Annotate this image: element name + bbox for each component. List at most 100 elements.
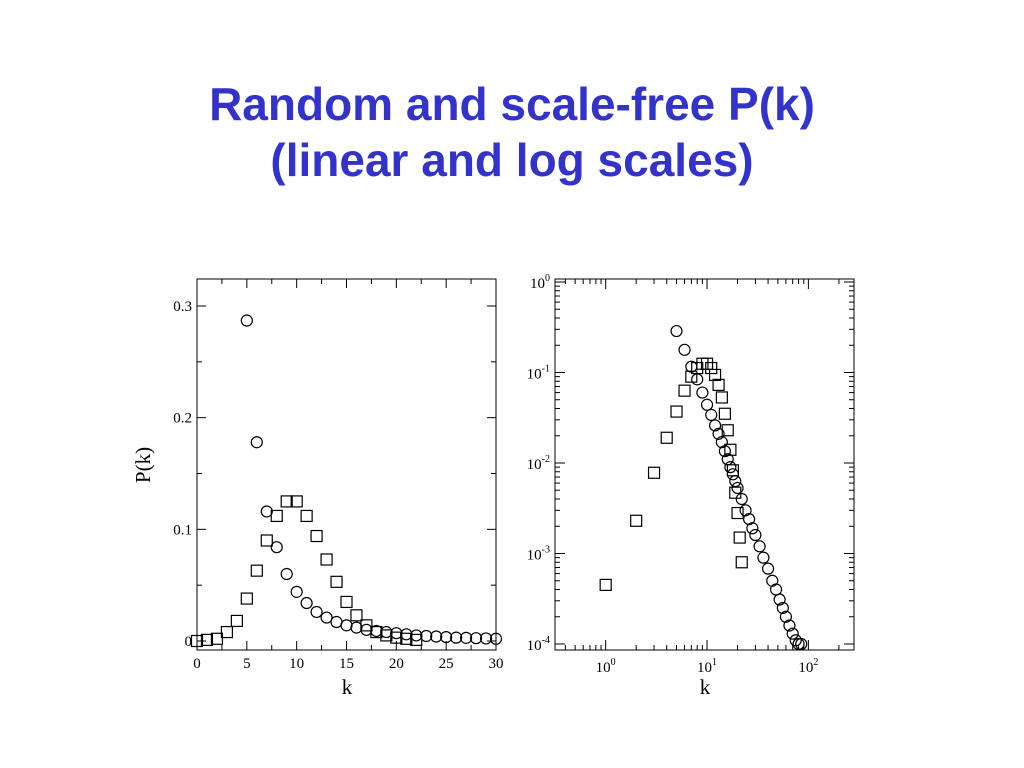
linear-square-point xyxy=(410,633,423,646)
log-x-axis-label: k xyxy=(700,675,711,699)
log-circle-point xyxy=(792,637,805,651)
log-circle-point xyxy=(739,504,752,517)
linear-square-point xyxy=(400,632,413,645)
log-circle-point xyxy=(726,468,740,481)
linear-circle-point xyxy=(450,631,463,644)
linear-square-point xyxy=(240,592,253,605)
log-x-tick-label: 101 xyxy=(697,657,717,676)
log-y-tick-label: 100 xyxy=(530,273,550,292)
log-square-point xyxy=(700,357,714,370)
log-scale-chart: k 100 10-1 10-2 10-3 10-4 100 101 102 xyxy=(527,273,855,699)
linear-y-tick-label: 0.2 xyxy=(173,411,192,427)
linear-square-point xyxy=(340,595,353,609)
linear-square-point xyxy=(280,495,293,508)
linear-square-point xyxy=(220,625,234,639)
linear-y-tick-label: 0 xyxy=(185,634,193,650)
log-circle-point xyxy=(705,408,718,422)
linear-circle-point xyxy=(290,585,303,598)
linear-square-point xyxy=(260,534,273,547)
linear-circle-point xyxy=(360,623,373,636)
log-square-point xyxy=(712,378,725,391)
linear-circle-point xyxy=(260,505,273,518)
log-x-tick-label: 102 xyxy=(798,657,818,676)
linear-x-tick-label: 10 xyxy=(289,656,304,672)
linear-square-point xyxy=(230,614,243,627)
linear-x-tick-label: 30 xyxy=(489,656,504,672)
linear-circle-point xyxy=(330,615,343,629)
linear-circle-point xyxy=(340,619,353,632)
log-square-point xyxy=(733,531,746,544)
linear-square-point xyxy=(250,564,263,577)
log-circle-point xyxy=(735,492,748,506)
linear-circle-point xyxy=(469,632,483,645)
linear-y-tick-label: 0.3 xyxy=(173,299,192,315)
linear-circle-point xyxy=(250,436,263,449)
linear-square-point xyxy=(270,509,283,523)
linear-circle-point xyxy=(350,621,363,634)
linear-y-axis-label: P(k) xyxy=(131,447,155,483)
slide-title-line-1: Random and scale-free P(k) xyxy=(209,78,815,130)
log-circle-point xyxy=(670,324,683,338)
log-square-point xyxy=(721,424,734,437)
log-y-tick-label: 10-1 xyxy=(527,364,550,383)
linear-circle-point xyxy=(280,567,293,581)
log-circle-point xyxy=(729,475,742,488)
linear-circle-point xyxy=(390,627,403,640)
linear-square-point xyxy=(360,619,373,632)
log-circle-point xyxy=(678,343,691,356)
linear-square-point xyxy=(370,625,383,639)
linear-circle-point xyxy=(420,629,433,643)
log-square-point xyxy=(715,391,728,404)
slide-title: Random and scale-free P(k) (linear and l… xyxy=(0,76,1024,188)
linear-square-point xyxy=(320,553,333,566)
linear-square-point xyxy=(310,529,323,543)
linear-circle-point xyxy=(300,596,313,610)
log-circle-point xyxy=(731,481,744,495)
linear-circle-point xyxy=(320,611,333,624)
linear-y-tick-label: 0.1 xyxy=(173,522,192,538)
linear-x-tick-label: 25 xyxy=(439,656,454,672)
log-circle-point xyxy=(761,562,775,575)
log-x-tick-label: 100 xyxy=(596,657,616,676)
log-square-point xyxy=(726,464,740,477)
log-square-point xyxy=(647,466,661,479)
log-circle-point xyxy=(779,610,793,623)
linear-square-point xyxy=(350,609,363,622)
log-y-tick-label: 10-2 xyxy=(527,454,550,473)
log-circle-point xyxy=(783,619,796,632)
log-square-point xyxy=(718,407,731,420)
log-y-tick-label: 10-4 xyxy=(527,635,550,654)
log-circle-point xyxy=(786,627,799,640)
linear-circle-point xyxy=(400,628,413,641)
linear-square-point xyxy=(290,495,303,508)
log-plot-frame xyxy=(554,278,855,651)
log-square-point xyxy=(670,405,683,418)
linear-x-axis-label: k xyxy=(342,675,353,699)
linear-square-point xyxy=(390,631,403,644)
log-circle-point xyxy=(724,461,737,474)
slide-title-line-2: (linear and log scales) xyxy=(270,134,754,186)
linear-circle-point xyxy=(240,314,253,327)
linear-circle-point xyxy=(380,625,393,639)
log-circle-point xyxy=(795,637,808,651)
linear-circle-point xyxy=(430,630,443,643)
log-square-point xyxy=(724,443,737,456)
log-circle-point xyxy=(753,540,766,553)
linear-square-point xyxy=(200,633,214,646)
log-circle-point xyxy=(746,522,759,535)
linear-square-point xyxy=(330,575,343,588)
linear-x-tick-label: 20 xyxy=(389,656,404,672)
linear-x-tick-label: 5 xyxy=(243,656,251,672)
linear-circle-point xyxy=(479,632,493,645)
linear-circle-point xyxy=(489,632,503,645)
linear-x-tick-label: 15 xyxy=(339,656,354,672)
linear-x-tick-label: 0 xyxy=(193,656,201,672)
log-circle-point xyxy=(749,528,762,542)
log-square-point xyxy=(630,514,643,527)
log-square-point xyxy=(660,431,673,444)
log-square-point xyxy=(678,384,691,397)
log-circle-point xyxy=(696,386,709,399)
log-circle-point xyxy=(769,583,783,596)
log-circle-point xyxy=(715,436,728,449)
log-circle-point xyxy=(773,593,786,606)
